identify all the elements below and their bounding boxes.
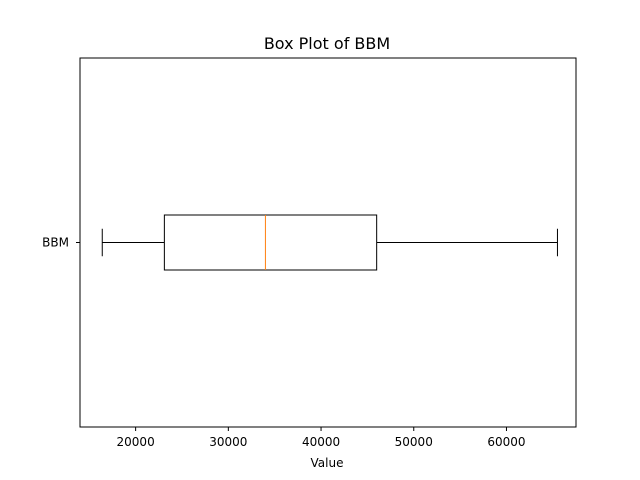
- plot-area: [101, 214, 558, 271]
- x-tick-label: 50000: [395, 435, 433, 449]
- y-tick-label: BBM: [42, 236, 69, 250]
- x-tick-label: 40000: [302, 435, 340, 449]
- x-axis-ticks: 20000 30000 40000 50000 60000: [117, 427, 526, 449]
- x-axis-label: Value: [311, 456, 344, 470]
- axes-frame: [79, 57, 577, 428]
- iqr-box: [163, 214, 378, 271]
- x-tick-label: 60000: [487, 435, 525, 449]
- x-tick-label: 20000: [117, 435, 155, 449]
- chart-title: Box Plot of BBM: [264, 34, 390, 53]
- x-tick-label: 30000: [209, 435, 247, 449]
- y-axis-ticks: BBM: [42, 236, 80, 250]
